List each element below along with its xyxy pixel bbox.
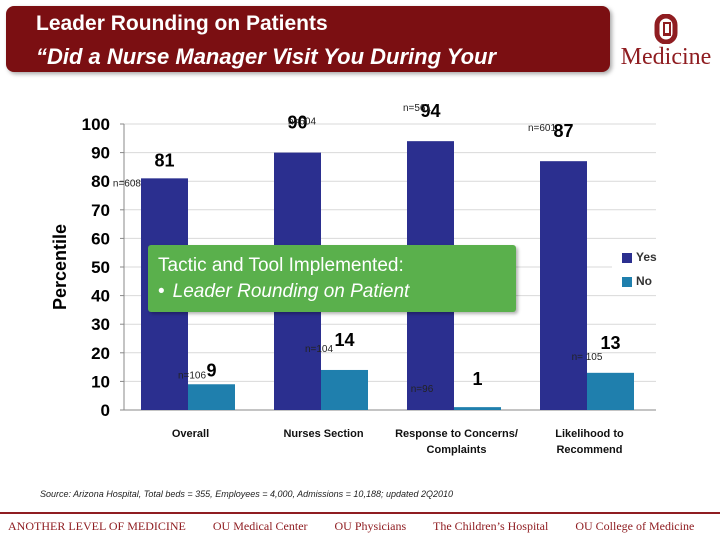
n-label-yes: n=561 [403,103,432,114]
y-tick-label: 80 [91,172,110,191]
ou-medicine-logo: Medicine [618,10,714,72]
footer-item[interactable]: ANOTHER LEVEL OF MEDICINE [8,519,186,533]
callout-item-text: Leader Rounding on Patient [172,281,410,302]
x-tick-label: Overall [172,428,209,440]
slide-title: Leader Rounding on Patients [36,12,328,35]
y-tick-label: 0 [101,401,110,420]
legend-swatch-yes [622,252,632,263]
bar-yes [540,161,587,410]
n-label-yes: n=608 [113,178,142,189]
n-label-no: n=104 [305,344,334,355]
footer-divider [0,512,720,514]
bar-value-label-no: 14 [334,330,354,350]
callout-title: Tactic and Tool Implemented: [158,255,404,276]
chart-labels: 0 10 20 30 40 50 60 70 80 90 100 Percentile 81 n=608 9… [50,101,624,456]
y-tick-label: 20 [91,344,110,363]
bar-no [188,384,235,410]
bullet-icon: • [158,281,165,302]
ou-logo-icon [654,14,678,44]
n-label-no: n=96 [411,384,434,395]
bar-value-label-yes: 90 [287,113,307,133]
legend-label-yes: Yes [636,250,657,264]
bar-value-label-no: 1 [472,369,482,389]
x-tick-label: Complaints [427,444,487,456]
legend-swatch-no [622,276,632,287]
y-tick-label: 60 [91,229,110,248]
footer-item[interactable]: The Children’s Hospital [432,519,549,533]
legend-item-no: No [622,274,652,288]
n-label-no: n=106 [178,370,207,381]
y-axis-label: Percentile [50,224,70,310]
bar-no [587,372,634,410]
slide-subtitle: “Did a Nurse Manager Visit You During Yo… [36,44,497,69]
bar-no [321,369,368,410]
source-note: Source: Arizona Hospital, Total beds = 3… [40,489,454,499]
x-tick-label: Likelihood to [555,428,624,440]
bar-value-label-yes: 81 [154,150,174,170]
footer-item[interactable]: OU Medical Center [212,519,308,533]
bar-value-label-no: 9 [206,360,216,380]
n-label-yes: n=601 [528,123,557,134]
n-label-yes: n=604 [288,117,317,128]
bar-value-label-no: 13 [600,333,620,353]
footer: ANOTHER LEVEL OF MEDICINE OU Medical Cen… [8,519,718,537]
y-tick-label: 30 [91,315,110,334]
logo-text: Medicine [620,44,712,70]
y-tick-label: 40 [91,287,110,306]
callout-bullet-item: • Leader Rounding on Patient [158,281,409,303]
x-tick-label: Nurses Section [283,428,363,440]
y-tick-label: 100 [82,115,110,134]
y-tick-label: 90 [91,144,110,163]
tactic-callout: Tactic and Tool Implemented: • Leader Rou… [148,245,516,312]
bar-value-label-yes: 94 [420,101,440,121]
legend-label-no: No [636,274,652,288]
y-tick-label: 10 [91,372,110,391]
x-tick-label: Response to Concerns/ [395,428,518,440]
x-tick-label: Recommend [556,444,622,456]
y-tick-label: 50 [91,258,110,277]
footer-item[interactable]: OU Physicians [334,519,407,533]
n-label-no: n= 105 [572,352,603,363]
footer-item[interactable]: OU College of Medicine [575,519,695,533]
header-bar: Leader Rounding on Patients “Did a Nurse… [6,6,610,72]
y-tick-label: 70 [91,201,110,220]
bar-no [454,407,501,410]
chart-legend: Yes No [612,244,660,294]
legend-item-yes: Yes [622,250,657,264]
bar-value-label-yes: 87 [553,121,573,141]
